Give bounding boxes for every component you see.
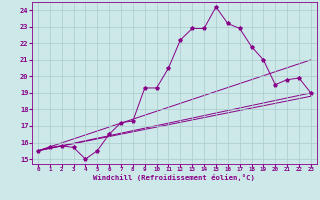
X-axis label: Windchill (Refroidissement éolien,°C): Windchill (Refroidissement éolien,°C) [93, 174, 255, 181]
